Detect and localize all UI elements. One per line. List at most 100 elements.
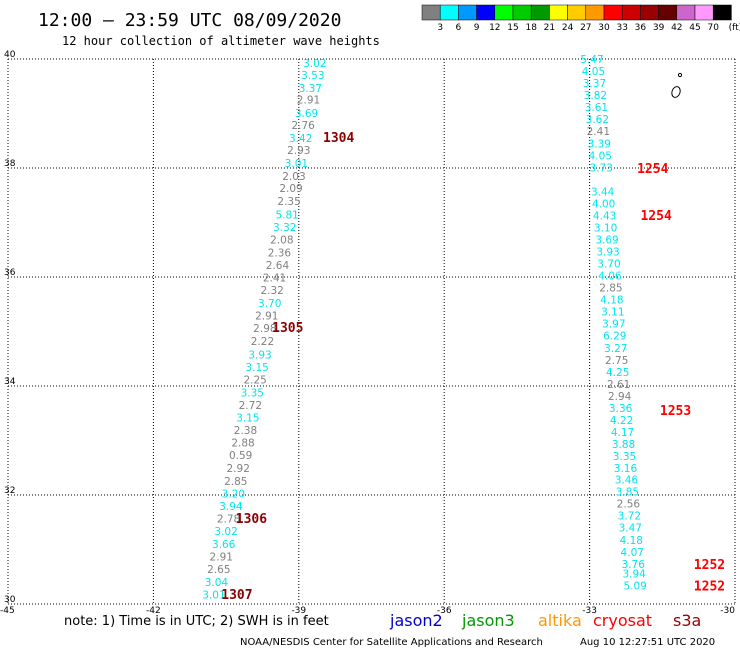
wave-height-value: 3.01 <box>285 158 308 170</box>
wave-height-values: 3.023.533.372.913.692.763.422.933.012.03… <box>202 54 647 602</box>
wave-height-value: 2.25 <box>243 374 266 386</box>
wave-height-value: 3.93 <box>596 246 619 258</box>
wave-height-value: 2.91 <box>297 94 320 106</box>
legend-swatch <box>421 4 441 21</box>
wave-height-value: 3.93 <box>248 349 271 361</box>
legend-label: 21 <box>544 23 555 33</box>
legend-swatch <box>494 4 514 21</box>
legend-swatch <box>567 4 587 21</box>
wave-height-value: 3.04 <box>205 577 229 589</box>
wave-height-value: 3.76 <box>622 559 646 571</box>
wave-height-value: 4.05 <box>582 66 605 78</box>
wave-height-value: 2.64 <box>266 260 290 272</box>
wave-height-value: 2.41 <box>587 126 610 138</box>
legend-label: 39 <box>653 23 665 33</box>
satellite-jason3: jason3 <box>461 611 515 630</box>
wave-height-value: 2.38 <box>234 425 257 437</box>
legend-label: 30 <box>598 23 610 33</box>
wave-height-value: 3.69 <box>295 108 318 120</box>
wave-height-value: 3.66 <box>212 539 236 551</box>
wave-height-value: 3.11 <box>601 306 624 318</box>
pass-time-label: 1254 <box>637 162 668 177</box>
wave-height-value: 2.09 <box>279 183 302 195</box>
wave-height-value: 3.62 <box>586 114 609 126</box>
wave-height-value: 3.42 <box>289 133 312 145</box>
wave-height-value: 4.25 <box>606 367 629 379</box>
wave-height-value: 2.85 <box>599 282 622 294</box>
legend-swatch <box>512 4 532 21</box>
legend-label: 33 <box>616 23 627 33</box>
wave-height-value: 2.36 <box>268 247 292 259</box>
wave-height-value: 3.16 <box>614 463 638 475</box>
footer-note: note: 1) Time is in UTC; 2) SWH is in fe… <box>64 614 329 629</box>
legend-label: 9 <box>474 23 480 33</box>
wave-height-value: 2.78 <box>217 513 240 525</box>
wave-height-value: 3.37 <box>583 78 606 90</box>
x-tick-label: -42 <box>146 606 161 616</box>
legend-swatch <box>439 4 459 21</box>
y-tick-label: 40 <box>4 50 16 60</box>
wave-height-value: 3.69 <box>595 234 618 246</box>
legend-swatch <box>640 4 659 21</box>
legend-label: 45 <box>689 23 700 33</box>
wave-height-value: 2.76 <box>291 120 315 132</box>
legend-label: 18 <box>525 23 537 33</box>
x-tick-label: -30 <box>720 606 735 616</box>
wave-height-value: 4.17 <box>611 427 634 439</box>
legend-swatch <box>712 4 732 21</box>
satellite-cryosat: cryosat <box>593 611 652 630</box>
wave-height-value: 2.94 <box>608 391 632 403</box>
island-shape <box>671 72 683 98</box>
legend-swatch <box>621 4 641 21</box>
legend-label: 24 <box>562 23 574 33</box>
wave-height-value: 3.72 <box>618 511 641 523</box>
wave-height-value: 3.20 <box>222 488 245 500</box>
wave-height-value: 3.35 <box>241 388 264 400</box>
legend-swatch <box>676 4 696 21</box>
wave-height-value: 3.32 <box>273 222 296 234</box>
legend-label: 6 <box>456 23 462 33</box>
pass-time-label: 1307 <box>221 588 252 603</box>
wave-height-value: 4.18 <box>600 294 623 306</box>
wave-height-value: 3.94 <box>622 568 646 580</box>
wave-height-value: 4.18 <box>620 535 643 547</box>
wave-height-value: 2.22 <box>251 336 274 348</box>
y-tick-label: 36 <box>4 268 16 278</box>
legend-swatch <box>549 4 568 21</box>
wave-height-value: 5.81 <box>275 209 298 221</box>
y-tick-label: 38 <box>4 159 16 169</box>
wave-height-value: 4.05 <box>589 150 612 162</box>
wave-height-value: 0.59 <box>229 450 252 462</box>
chart-subtitle: 12 hour collection of altimeter wave hei… <box>62 34 380 48</box>
wave-height-value: 2.65 <box>207 564 230 576</box>
wave-height-value: 3.36 <box>609 403 633 415</box>
footer-credit: NOAA/NESDIS Center for Satellite Applica… <box>240 637 543 648</box>
wave-height-value: 2.41 <box>263 273 286 285</box>
wave-height-value: 3.47 <box>619 523 642 535</box>
wave-height-value: 6.29 <box>603 330 626 342</box>
grid-lines <box>7 58 736 605</box>
pass-time-label: 1252 <box>694 579 725 594</box>
wave-height-value: 3.46 <box>615 475 639 487</box>
pass-time-label: 1254 <box>640 209 671 224</box>
wave-height-value: 3.97 <box>602 318 625 330</box>
pass-time-label: 1304 <box>323 131 354 146</box>
wave-height-value: 2.61 <box>607 379 630 391</box>
wave-height-value: 3.02 <box>303 58 326 70</box>
legend-swatch <box>476 4 496 21</box>
wave-height-value: 2.92 <box>227 463 250 475</box>
legend-label: 12 <box>489 23 500 33</box>
legend-swatch <box>530 4 550 21</box>
pass-time-labels: 1304 1305 1306 1307 1254 1254 1253 1252 1252 <box>221 131 725 603</box>
legend-label: 3 <box>437 23 443 33</box>
legend-swatch <box>694 4 714 21</box>
legend-label: 36 <box>635 23 647 33</box>
legend-swatch <box>458 4 477 21</box>
satellite-altika: altika <box>538 611 582 630</box>
wave-height-value: 3.39 <box>588 138 611 150</box>
pass-time-label: 1306 <box>236 512 267 527</box>
wave-height-value: 3.15 <box>245 362 268 374</box>
legend-label: 15 <box>507 23 518 33</box>
wave-height-value: 3.01 <box>202 590 225 602</box>
